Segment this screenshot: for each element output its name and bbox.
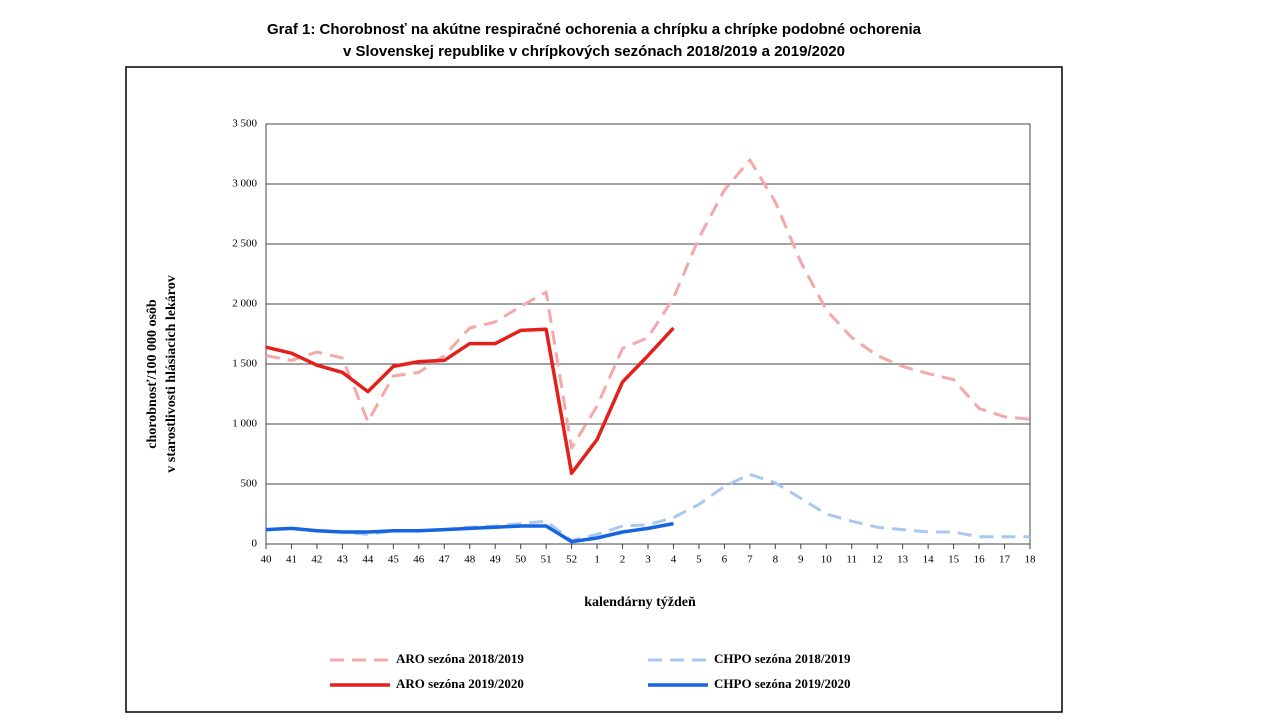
- x-tick-label: 43: [337, 554, 349, 566]
- x-tick-label: 14: [923, 554, 935, 566]
- y-tick-label: 1 500: [232, 358, 257, 370]
- y-tick-label: 3 500: [232, 118, 257, 130]
- x-tick-label: 6: [722, 554, 728, 566]
- chart-frame: [125, 66, 1063, 713]
- y-tick-label: 500: [241, 478, 258, 490]
- chart-title: v Slovenskej republike v chrípkových sez…: [343, 43, 845, 60]
- x-tick-label: 40: [261, 554, 273, 566]
- x-tick-label: 3: [645, 554, 651, 566]
- x-tick-label: 2: [620, 554, 626, 566]
- x-tick-label: 48: [464, 554, 476, 566]
- x-tick-label: 16: [974, 554, 986, 566]
- x-tick-label: 49: [490, 554, 502, 566]
- x-tick-label: 51: [541, 554, 552, 566]
- y-tick-label: 2 500: [232, 238, 257, 250]
- x-tick-label: 45: [388, 554, 400, 566]
- x-tick-label: 46: [413, 554, 425, 566]
- y-tick-label: 2 000: [232, 298, 257, 310]
- series-line: [265, 326, 675, 475]
- series-line: [265, 472, 1030, 542]
- x-tick-label: 12: [872, 554, 883, 566]
- x-tick-label: 44: [362, 554, 374, 566]
- x-tick-label: 52: [566, 554, 577, 566]
- legend-label: CHPO sezóna 2019/2020: [714, 676, 851, 691]
- x-tick-label: 9: [798, 554, 804, 566]
- plot-border: [265, 123, 1031, 545]
- legend-label: ARO sezóna 2019/2020: [396, 676, 524, 691]
- x-tick-label: 50: [515, 554, 527, 566]
- x-tick-label: 15: [948, 554, 960, 566]
- legend-label: CHPO sezóna 2018/2019: [714, 651, 851, 666]
- series-line: [265, 521, 674, 544]
- y-axis-label: v starostlivosti hlásiacich lekárov: [164, 275, 179, 472]
- x-tick-label: 4: [671, 554, 677, 566]
- x-tick-label: 18: [1025, 554, 1037, 566]
- x-tick-label: 42: [311, 554, 322, 566]
- y-tick-label: 0: [252, 538, 258, 550]
- y-tick-label: 1 000: [232, 418, 257, 430]
- x-tick-label: 11: [846, 554, 857, 566]
- legend-label: ARO sezóna 2018/2019: [396, 651, 524, 666]
- x-tick-label: 47: [439, 554, 451, 566]
- x-axis-label: kalendárny týždeň: [584, 595, 696, 610]
- series-line: [265, 158, 1031, 450]
- x-tick-label: 8: [773, 554, 779, 566]
- y-tick-label: 3 000: [232, 178, 257, 190]
- x-tick-label: 17: [999, 554, 1011, 566]
- x-tick-label: 5: [696, 554, 702, 566]
- chart-title: Graf 1: Chorobnosť na akútne respiračné …: [267, 21, 922, 38]
- x-tick-label: 1: [594, 554, 600, 566]
- y-axis-label: chorobnosť/100 000 osôb: [145, 299, 160, 449]
- x-tick-label: 10: [821, 554, 833, 566]
- x-tick-label: 7: [747, 554, 753, 566]
- x-tick-label: 13: [897, 554, 909, 566]
- x-tick-label: 41: [286, 554, 297, 566]
